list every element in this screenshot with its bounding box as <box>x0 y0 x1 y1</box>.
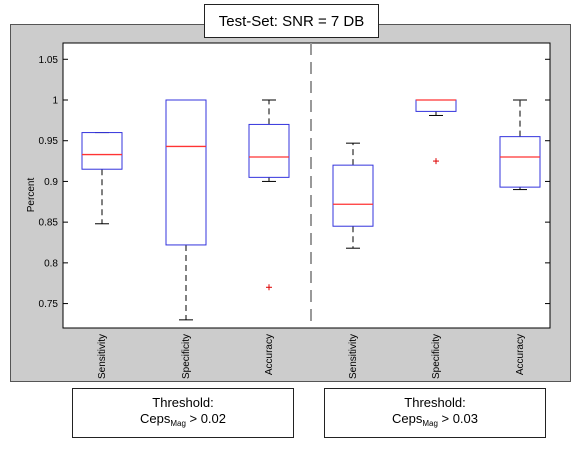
y-tick-label: 0.8 <box>44 258 58 269</box>
chart-title-text: Test-Set: SNR = 7 DB <box>218 12 365 30</box>
threshold-condition: CepsMag > 0.02 <box>140 411 226 432</box>
threshold-name: Ceps <box>391 410 423 426</box>
threshold-name-subscript: Mag <box>422 418 438 428</box>
threshold-label: Threshold: <box>404 394 466 410</box>
threshold-box-right: Threshold: CepsMag > 0.03 <box>324 388 546 438</box>
threshold-value: > 0.02 <box>185 410 227 426</box>
y-tick-label: 0.95 <box>39 136 59 147</box>
x-axis-labels: Sensitivity Specificity Accuracy Sensitivit… <box>97 334 526 379</box>
box-iqr <box>81 132 123 170</box>
box-iqr <box>248 123 290 178</box>
y-tick-label: 1 <box>52 96 58 107</box>
y-axis: 0.75 0.8 0.85 0.9 0.95 1 1.05 <box>39 55 550 310</box>
threshold-box-left: Threshold: CepsMag > 0.02 <box>72 388 294 438</box>
y-tick-label: 0.85 <box>39 218 59 229</box>
y-tick-label: 1.05 <box>39 55 59 66</box>
x-category-label: Specificity <box>181 334 192 379</box>
y-tick-label: 0.75 <box>39 299 59 310</box>
x-category-label: Sensitivity <box>348 334 359 379</box>
plot-area <box>62 42 551 329</box>
x-category-label: Accuracy <box>515 334 526 375</box>
threshold-label: Threshold: <box>152 394 214 410</box>
x-category-label: Specificity <box>431 334 442 379</box>
boxes <box>81 43 541 328</box>
box-iqr <box>165 99 207 246</box>
threshold-condition: CepsMag > 0.03 <box>392 411 478 432</box>
threshold-value: > 0.03 <box>437 410 479 426</box>
y-tick-label: 0.9 <box>44 177 58 188</box>
x-category-label: Sensitivity <box>97 334 108 379</box>
x-category-label: Accuracy <box>264 334 275 375</box>
threshold-name: Ceps <box>139 410 171 426</box>
box-iqr <box>332 164 374 227</box>
chart-title: Test-Set: SNR = 7 DB <box>204 4 379 38</box>
box-iqr <box>499 136 541 188</box>
y-axis-label: Percent <box>26 178 37 213</box>
threshold-name-subscript: Mag <box>170 418 186 428</box>
